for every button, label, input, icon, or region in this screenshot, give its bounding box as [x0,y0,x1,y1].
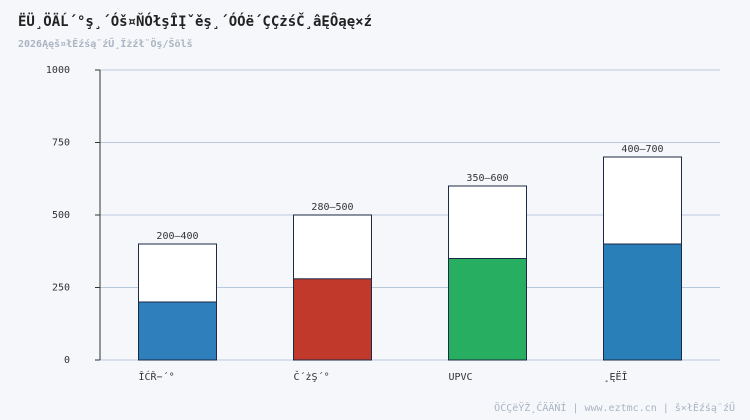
y-tick-label: 1000 [46,65,70,76]
x-tick-label: ÎĆŘ−´° [139,370,175,383]
bar [293,278,372,361]
chart-title: ËÜ¸ÖÄĹ´°ş¸´Óš¤ŇÓłşÎĮˇěş¸´ÓÓë´ÇÇżśČ¸âĘÔąę… [18,12,372,30]
value-label: 200–400 [156,231,198,242]
y-tick-label: 750 [52,138,70,149]
value-label: 400–700 [621,144,663,155]
bar [138,301,217,361]
y-tick-label: 0 [64,355,70,366]
value-label: 350–600 [466,173,508,184]
value-label: 280–500 [311,202,353,213]
footer: ÖĆÇëŸŽ¸ĈÄÄŃÍ | www.eztmc.cn | š×łĚźśą¨źŰ [494,400,735,414]
chart-subtitle: 2026Ąęš¤łĚźśą¨źŰ¸Îżźł¨Öş/Šölš [18,36,193,50]
y-tick-label: 500 [52,210,70,221]
bar [448,258,527,361]
bar [603,243,682,361]
x-tick-label: UPVC [449,372,473,383]
y-tick-label: 250 [52,283,70,294]
x-tick-label: Č´żŞ´° [294,370,330,383]
x-tick-label: ¸ĘËÎ [604,370,628,383]
